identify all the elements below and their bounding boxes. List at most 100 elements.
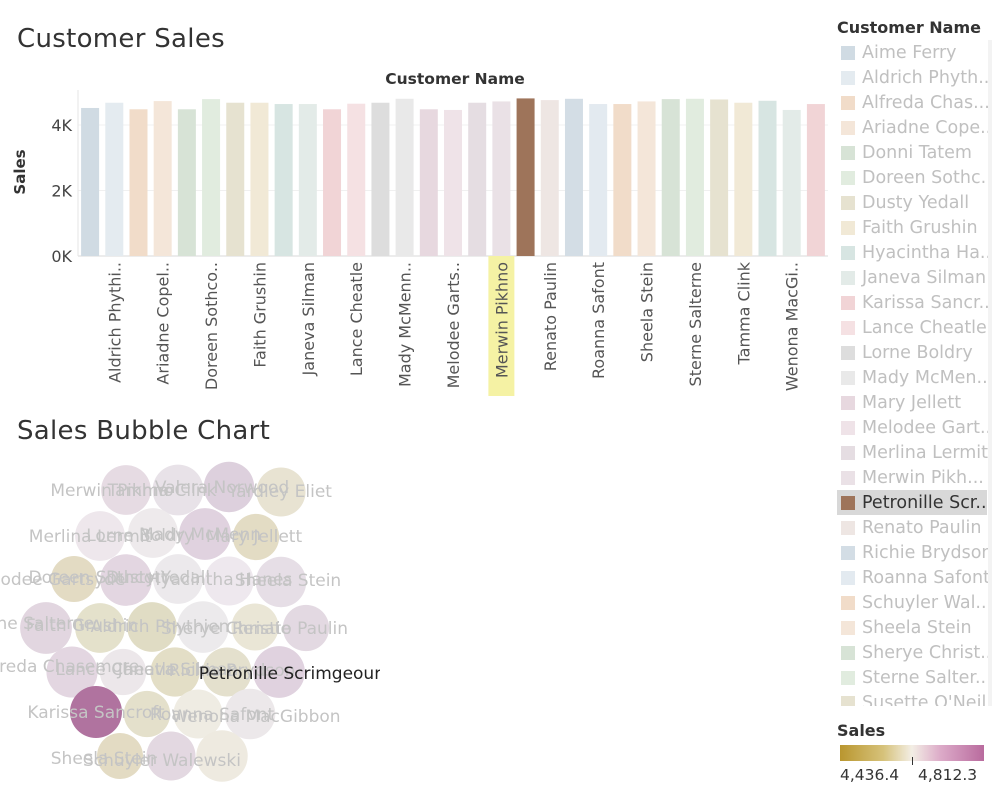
bar[interactable] <box>347 103 366 257</box>
legend-item[interactable]: Sterne Salter... <box>837 665 989 690</box>
legend-item[interactable]: Hyacintha Ha... <box>837 240 989 265</box>
bar[interactable] <box>806 104 825 256</box>
bubble[interactable] <box>282 604 330 652</box>
legend-item[interactable]: Janeva Silman <box>837 265 989 290</box>
legend-item[interactable]: Mady McMen... <box>837 365 989 390</box>
bubble[interactable] <box>253 646 305 698</box>
legend-item[interactable]: Mary Jellett <box>837 390 989 415</box>
legend-item-label: Dusty Yedall <box>862 192 970 213</box>
legend-swatch <box>841 620 855 635</box>
bubble[interactable] <box>204 556 254 606</box>
bar[interactable] <box>444 109 462 256</box>
bubble[interactable] <box>256 467 306 517</box>
bar[interactable] <box>540 100 559 256</box>
legend-item[interactable]: Melodee Gart... <box>837 415 989 440</box>
bubble[interactable] <box>232 513 280 561</box>
bar[interactable] <box>685 98 704 256</box>
bubble-label: Wenona MacGibbon <box>171 707 340 727</box>
legend-item[interactable]: Dusty Yedall <box>837 190 989 215</box>
legend-item[interactable]: Doreen Sothc... <box>837 165 989 190</box>
bubble[interactable] <box>255 556 307 608</box>
color-legend-list[interactable]: Aime Ferry Aldrich Phyth... Alfreda Chas..… <box>837 40 989 706</box>
bubble[interactable] <box>128 508 178 558</box>
bar-chart-column-header: Customer Name <box>385 70 525 88</box>
legend-item[interactable]: Renato Paulin <box>837 515 989 540</box>
bar[interactable] <box>177 109 196 256</box>
bubble[interactable] <box>127 602 177 652</box>
legend-item-label: Merlina Lermit <box>862 442 989 463</box>
legend-item[interactable]: Petronille Scr... <box>837 490 989 515</box>
legend-item[interactable]: Roanna Safont <box>837 565 989 590</box>
bubble[interactable] <box>46 646 98 698</box>
bubble[interactable] <box>173 689 223 739</box>
bar[interactable] <box>661 99 680 256</box>
bar[interactable] <box>782 109 801 256</box>
bubble[interactable] <box>70 686 122 738</box>
legend-item-label: Schuyler Wal... <box>862 592 989 613</box>
legend-item[interactable]: Faith Grushin <box>837 215 989 240</box>
bubble[interactable] <box>97 733 143 779</box>
bar[interactable] <box>710 99 729 256</box>
legend-item[interactable]: Merlina Lermit <box>837 440 989 465</box>
legend-item[interactable]: Lorne Boldry <box>837 340 989 365</box>
bar[interactable] <box>637 101 656 256</box>
legend-item[interactable]: Donni Tatem <box>837 140 989 165</box>
bar[interactable] <box>613 104 632 256</box>
bar[interactable] <box>81 107 100 256</box>
bar[interactable] <box>105 102 124 256</box>
bar[interactable] <box>758 100 777 256</box>
bar[interactable] <box>371 102 390 256</box>
bar[interactable] <box>274 104 293 256</box>
legend-item[interactable]: Lance Cheatle <box>837 315 989 340</box>
bubble[interactable] <box>150 647 200 697</box>
legend-item[interactable]: Aldrich Phyth... <box>837 65 989 90</box>
bar[interactable] <box>492 101 511 256</box>
legend-item[interactable]: Sherye Christ... <box>837 640 989 665</box>
legend-swatch <box>841 145 855 160</box>
bar[interactable] <box>395 98 414 256</box>
bubble[interactable] <box>51 556 97 602</box>
bar[interactable] <box>250 102 269 256</box>
bubble[interactable] <box>75 511 125 561</box>
legend-item[interactable]: Alfreda Chas... <box>837 90 989 115</box>
bar[interactable] <box>734 102 753 256</box>
legend-item[interactable]: Sheela Stein <box>837 615 989 640</box>
bar[interactable] <box>298 104 317 256</box>
bar[interactable] <box>129 109 148 256</box>
bubble[interactable] <box>99 648 147 696</box>
bar[interactable] <box>226 102 245 256</box>
legend-item[interactable]: Susette O'Neil <box>837 690 989 706</box>
bubble[interactable] <box>152 464 204 516</box>
legend-item[interactable]: Merwin Pikh... <box>837 465 989 490</box>
bar[interactable] <box>564 98 583 256</box>
bubble-label: Sherye Christie <box>161 619 291 639</box>
bubble[interactable] <box>75 603 125 653</box>
bar[interactable] <box>153 101 172 256</box>
bubble[interactable] <box>202 647 252 697</box>
bubble[interactable] <box>123 690 171 738</box>
legend-scrollbar[interactable] <box>988 40 992 706</box>
bubble[interactable] <box>179 508 231 560</box>
bubble[interactable] <box>177 601 229 653</box>
bubble[interactable] <box>146 731 196 781</box>
bar[interactable] <box>468 102 487 256</box>
bubble[interactable] <box>20 602 72 654</box>
legend-item[interactable]: Schuyler Wal... <box>837 590 989 615</box>
legend-swatch <box>841 545 855 560</box>
bubble[interactable] <box>203 461 255 513</box>
legend-item[interactable]: Richie Brydson <box>837 540 989 565</box>
legend-item[interactable]: Ariadne Cope... <box>837 115 989 140</box>
bubble[interactable] <box>231 603 279 651</box>
bar[interactable] <box>589 104 608 256</box>
bar[interactable] <box>516 98 535 256</box>
bubble[interactable] <box>101 465 151 515</box>
bar[interactable] <box>419 109 438 256</box>
bubble[interactable] <box>196 730 248 782</box>
legend-item[interactable]: Aime Ferry <box>837 40 989 65</box>
legend-item[interactable]: Karissa Sancr... <box>837 290 989 315</box>
bubble[interactable] <box>224 688 276 740</box>
bar[interactable] <box>202 99 221 256</box>
bar[interactable] <box>323 109 342 256</box>
bubble[interactable] <box>100 554 152 606</box>
bubble[interactable] <box>153 554 203 604</box>
